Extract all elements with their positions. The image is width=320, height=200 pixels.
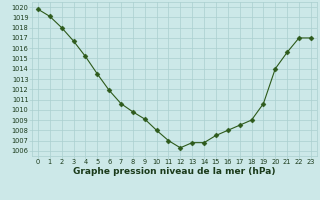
X-axis label: Graphe pression niveau de la mer (hPa): Graphe pression niveau de la mer (hPa) (73, 167, 276, 176)
